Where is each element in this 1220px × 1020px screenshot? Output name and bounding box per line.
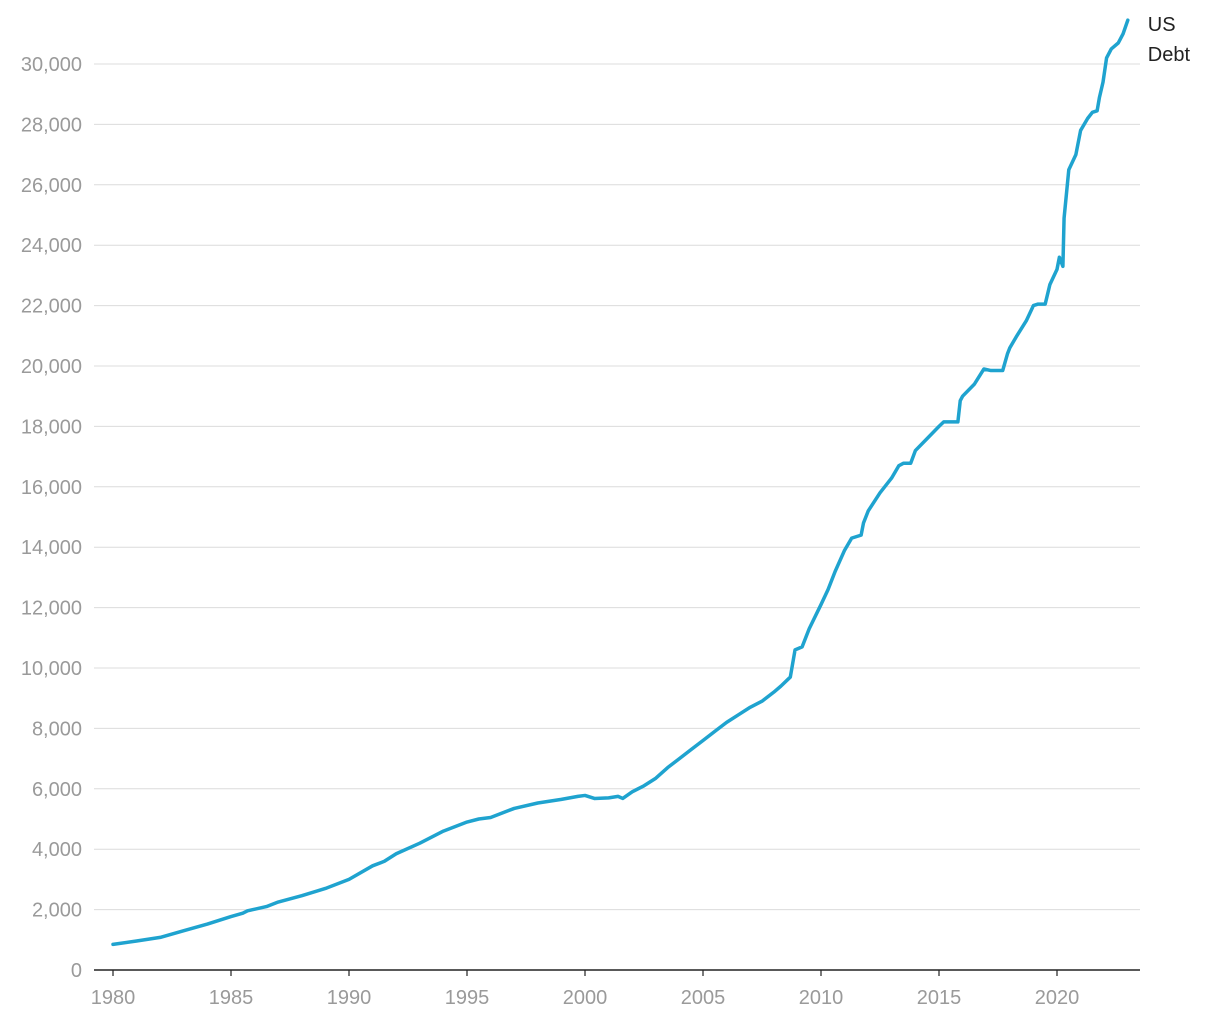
series-labels: US Debt: [1148, 14, 1191, 66]
y-tick-label: 8,000: [32, 718, 82, 740]
x-tick-label: 1995: [445, 987, 490, 1009]
y-tick-label: 24,000: [21, 235, 82, 257]
x-tick-label: 2000: [563, 987, 608, 1009]
y-tick-label: 2,000: [32, 900, 82, 922]
y-tick-label: 16,000: [21, 477, 82, 499]
plot-area: [111, 18, 1130, 947]
x-tick-label: 2005: [681, 987, 726, 1009]
x-tick-label: 1980: [91, 987, 136, 1009]
y-tick-label: 12,000: [21, 598, 82, 620]
x-axis: 1980 1985 1990 1995 2000 2005 2010 2015 2020: [91, 969, 1140, 1009]
y-tick-label: 4,000: [32, 839, 82, 861]
y-tick-label: 22,000: [21, 296, 82, 318]
y-tick-label: 18,000: [21, 416, 82, 438]
x-tick-label: 2020: [1035, 987, 1080, 1009]
x-tick-label: 1985: [209, 987, 254, 1009]
series-line-us-debt: [111, 18, 1130, 947]
y-tick-label: 26,000: [21, 175, 82, 197]
y-axis: 0 2,000 4,000 6,000 8,000 10,000 12,000 14,000 1…: [21, 54, 82, 982]
y-tick-label: 14,000: [21, 537, 82, 559]
y-tick-label: 6,000: [32, 779, 82, 801]
series-label: Debt: [1148, 44, 1191, 66]
y-tick-label: 0: [71, 960, 82, 982]
series-label: US: [1148, 14, 1176, 36]
y-tick-label: 28,000: [21, 114, 82, 136]
x-tick-label: 2015: [917, 987, 962, 1009]
x-tick-label: 1990: [327, 987, 372, 1009]
y-tick-label: 10,000: [21, 658, 82, 680]
x-tick-label: 2010: [799, 987, 844, 1009]
y-tick-label: 20,000: [21, 356, 82, 378]
y-tick-label: 30,000: [21, 54, 82, 76]
gridlines: [94, 63, 1140, 911]
